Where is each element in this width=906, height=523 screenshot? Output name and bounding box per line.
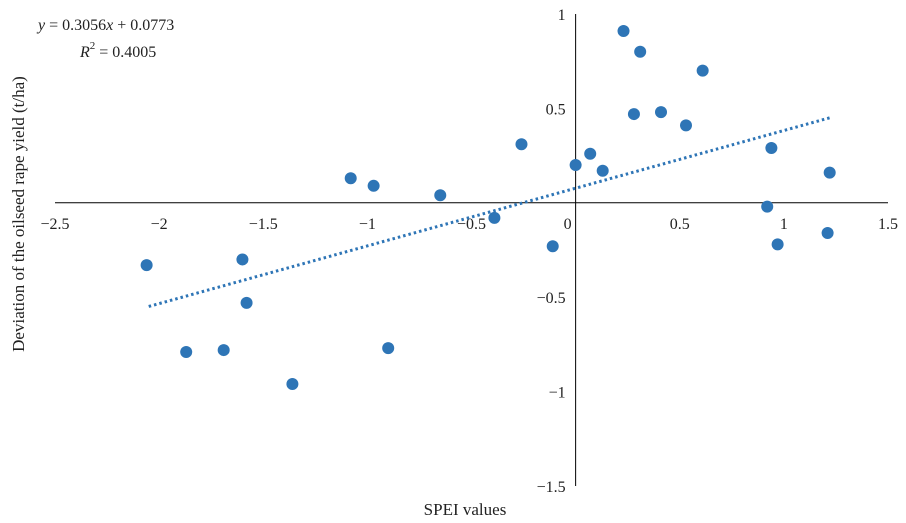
y-axis-title: Deviation of the oilseed rape yield (t/h… xyxy=(9,76,28,352)
data-point xyxy=(488,211,501,224)
data-point xyxy=(655,106,668,119)
x-tick-label: 0 xyxy=(564,216,572,233)
x-tick-label: 1 xyxy=(780,216,788,233)
data-point xyxy=(180,345,193,358)
data-point xyxy=(344,172,357,185)
y-tick-label: 0.5 xyxy=(546,101,566,118)
data-point xyxy=(367,179,380,192)
y-tick-label: −1.5 xyxy=(537,479,566,496)
x-tick-label: 1.5 xyxy=(878,216,898,233)
x-tick-label: −2 xyxy=(151,216,168,233)
y-tick-labels: 1 0.5 −0.5 −1 −1.5 xyxy=(537,7,566,496)
x-tick-label: 0.5 xyxy=(670,216,690,233)
data-point xyxy=(286,378,299,391)
data-point xyxy=(765,142,778,155)
trendline xyxy=(148,116,831,308)
y-tick-label: 1 xyxy=(558,7,566,24)
data-point xyxy=(140,259,153,272)
data-point xyxy=(382,342,395,355)
data-points xyxy=(140,24,836,391)
x-axis-title: SPEI values xyxy=(424,500,507,519)
data-point xyxy=(515,138,528,151)
x-tick-label: −1.5 xyxy=(249,216,278,233)
y-tick-label: −0.5 xyxy=(537,290,566,307)
r-squared: R2 = 0.4005 xyxy=(79,40,156,61)
data-point xyxy=(569,159,582,172)
x-tick-label: −1 xyxy=(359,216,376,233)
data-point xyxy=(434,189,447,202)
x-tick-label: −2.5 xyxy=(40,216,69,233)
data-point xyxy=(696,64,709,77)
data-point xyxy=(771,238,784,251)
data-point xyxy=(546,240,559,253)
data-point xyxy=(217,344,230,357)
y-tick-label: −1 xyxy=(549,385,566,402)
trendline-group xyxy=(148,116,831,308)
data-point xyxy=(617,24,630,37)
x-tick-labels: −2.5 −2 −1.5 −1 −0.5 0 0.5 1 1.5 xyxy=(40,216,898,233)
data-point xyxy=(761,200,774,213)
data-point xyxy=(240,296,253,309)
data-point xyxy=(584,147,597,160)
data-point xyxy=(596,164,609,177)
data-point xyxy=(236,253,249,266)
regression-equation: y = 0.3056x + 0.0773 xyxy=(36,17,174,34)
data-point xyxy=(821,227,834,240)
data-point xyxy=(679,119,692,132)
axes xyxy=(55,14,888,486)
data-point xyxy=(823,166,836,179)
data-point xyxy=(634,45,647,58)
data-point xyxy=(627,108,640,121)
x-tick-label: −0.5 xyxy=(457,216,486,233)
